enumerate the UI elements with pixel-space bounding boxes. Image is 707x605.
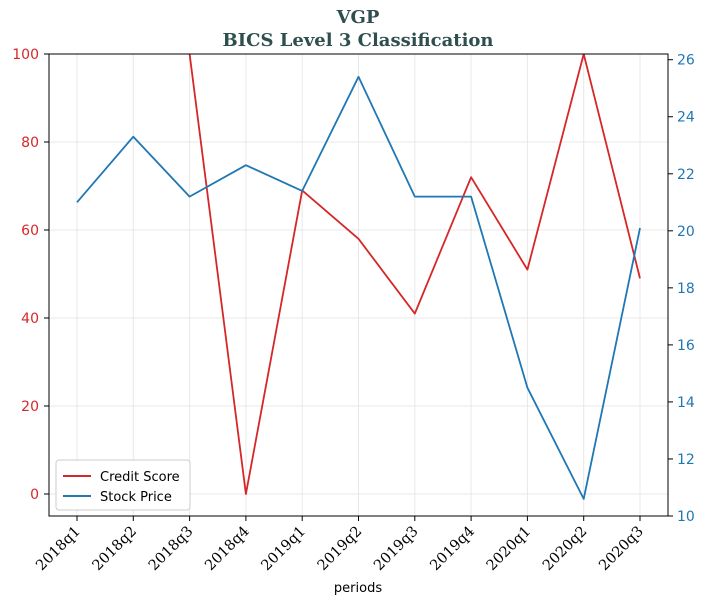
- x-tick-label: 2019q3: [371, 524, 422, 575]
- left-tick-label: 80: [21, 135, 39, 151]
- chart-subtitle: BICS Level 3 Classification: [222, 30, 493, 51]
- right-tick-label: 24: [677, 110, 695, 126]
- left-tick-label: 100: [12, 47, 39, 63]
- x-tick-label: 2020q3: [596, 524, 647, 575]
- x-tick-label: 2019q4: [427, 524, 478, 575]
- series-line-stock-price: [76, 75, 641, 500]
- series-line-credit-score: [188, 54, 641, 495]
- right-tick-label: 20: [677, 224, 695, 240]
- x-tick-label: 2018q2: [90, 524, 141, 575]
- x-tick-label: 2019q2: [315, 524, 366, 575]
- left-tick-label: 60: [21, 223, 39, 239]
- x-tick-label: 2018q1: [33, 524, 84, 575]
- right-tick-label: 18: [677, 281, 695, 297]
- chart-title: VGP: [336, 7, 380, 28]
- right-tick-label: 12: [677, 452, 695, 468]
- x-tick-label: 2020q1: [484, 524, 535, 575]
- left-tick-label: 40: [21, 311, 39, 327]
- legend-label-stock-price: Stock Price: [100, 490, 172, 505]
- right-tick-label: 16: [677, 338, 695, 354]
- series-layer: [76, 54, 641, 500]
- x-axis-label: periods: [334, 581, 382, 596]
- x-axis: 2018q1 2018q2 2018q3 2018q4 2019q1 2019q2 2019…: [33, 516, 647, 574]
- left-tick-label: 0: [30, 487, 39, 503]
- x-tick-label: 2018q4: [202, 524, 253, 575]
- x-tick-label: 2019q1: [259, 524, 310, 575]
- legend-label-credit-score: Credit Score: [100, 470, 180, 485]
- grid: [49, 53, 668, 516]
- left-tick-label: 20: [21, 399, 39, 415]
- x-tick-label: 2020q2: [540, 524, 591, 575]
- right-tick-label: 14: [677, 395, 695, 411]
- right-tick-label: 22: [677, 167, 695, 183]
- right-tick-label: 26: [677, 53, 695, 69]
- left-axis: 0 20 40 60 80 100: [12, 47, 49, 503]
- right-tick-label: 10: [677, 509, 695, 525]
- legend: Credit Score Stock Price: [55, 459, 191, 511]
- right-axis: 10 12 14 16 18 20 22 24 26: [668, 53, 695, 525]
- legend-box: [55, 459, 191, 511]
- x-tick-label: 2018q3: [146, 524, 197, 575]
